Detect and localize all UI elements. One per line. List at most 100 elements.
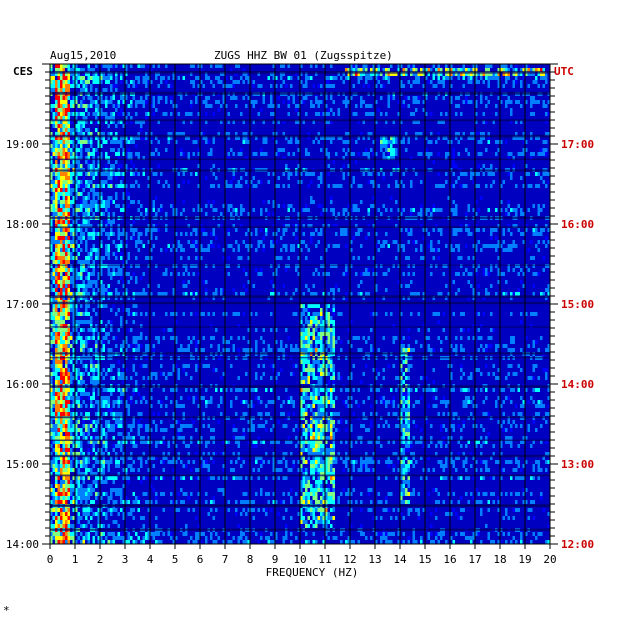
heat-cell [77,404,80,408]
heat-cell [175,140,178,144]
heat-cell [545,140,548,144]
heat-cell [377,240,380,244]
heat-cell [250,312,253,316]
heat-cell [227,84,230,88]
heat-cell [70,200,73,204]
heat-cell [102,184,105,188]
heat-cell [102,288,105,292]
heat-cell [65,112,68,116]
heat-cell [405,396,408,400]
heat-cell [420,208,423,212]
heat-cell [270,292,273,296]
heat-cell [92,176,95,180]
heat-cell [532,364,535,368]
heat-cell [437,132,440,136]
heat-cell [60,360,63,364]
heat-cell [195,248,198,252]
heat-cell [107,408,110,412]
heat-cell [95,256,98,260]
heat-cell [287,152,290,156]
heat-cell [87,252,90,256]
heat-cell [400,340,403,344]
heat-cell [122,112,125,116]
heat-cell [387,96,390,100]
heat-cell [412,112,415,116]
heat-cell [125,192,128,196]
heat-cell [145,364,148,368]
heat-cell [357,68,360,72]
heat-cell [80,340,83,344]
heat-cell [512,240,515,244]
heat-cell [542,104,545,108]
heat-cell [462,132,465,136]
heat-cell [542,140,545,144]
heat-cell [90,68,93,72]
heat-cell [270,72,273,76]
heat-cell [142,376,145,380]
heat-cell [85,220,88,224]
heat-cell [475,200,478,204]
heat-cell [102,76,105,80]
heat-cell [207,400,210,404]
heat-cell [55,316,58,320]
heat-cell [57,192,60,196]
heat-cell [372,72,375,76]
heat-cell [80,344,83,348]
heat-cell [475,80,478,84]
heat-cell [107,68,110,72]
heat-cell [485,96,488,100]
heat-cell [537,272,540,276]
heat-cell [82,188,85,192]
heat-cell [62,148,65,152]
heat-cell [57,212,60,216]
heat-cell [262,136,265,140]
heat-cell [65,132,68,136]
heat-cell [472,404,475,408]
heat-cell [150,104,153,108]
heat-cell [525,100,528,104]
heat-cell [212,200,215,204]
heat-cell [510,388,513,392]
heat-cell [77,204,80,208]
heat-cell [332,320,335,324]
heat-cell [435,208,438,212]
heat-cell [62,200,65,204]
heat-cell [55,208,58,212]
heat-cell [157,340,160,344]
heat-cell [375,68,378,72]
heat-cell [212,232,215,236]
heat-cell [330,136,333,140]
heat-cell [475,312,478,316]
heat-cell [270,280,273,284]
heat-cell [215,328,218,332]
heat-cell [62,72,65,76]
heat-cell [362,372,365,376]
heat-cell [510,152,513,156]
heat-cell [460,368,463,372]
heat-cell [442,396,445,400]
heat-cell [127,136,130,140]
heat-cell [130,152,133,156]
heat-cell [482,272,485,276]
heat-cell [65,264,68,268]
heat-cell [137,172,140,176]
heat-cell [50,72,53,76]
heat-cell [80,236,83,240]
heat-cell [72,212,75,216]
heat-cell [70,96,73,100]
heat-cell [462,328,465,332]
heat-cell [140,128,143,132]
heat-cell [395,336,398,340]
heat-cell [52,184,55,188]
heat-cell [112,172,115,176]
heat-cell [107,388,110,392]
heat-cell [545,184,548,188]
heat-cell [300,376,303,380]
heat-cell [442,272,445,276]
heat-cell [435,388,438,392]
heat-cell [452,164,455,168]
heat-cell [52,404,55,408]
heat-cell [95,64,98,68]
heat-cell [160,400,163,404]
heat-cell [300,180,303,184]
